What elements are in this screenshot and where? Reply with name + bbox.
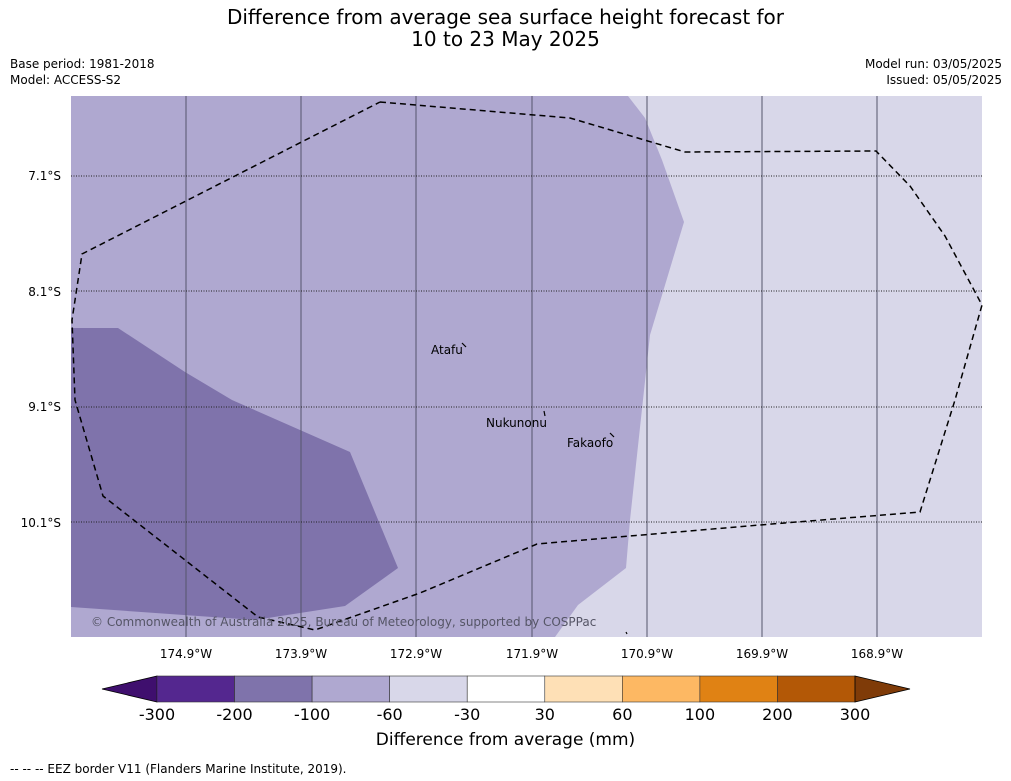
issued-date: Issued: 05/05/2025: [886, 73, 1002, 87]
latitude-labels: 7.1°S 8.1°S 9.1°S 10.1°S: [21, 169, 61, 530]
lon-label: 168.9°W: [851, 647, 903, 661]
colorbar-label: Difference from average (mm): [375, 730, 636, 750]
parallel-lines: [71, 175, 982, 523]
lon-label: 171.9°W: [506, 647, 558, 661]
colorbar-tick-label: 300: [840, 705, 871, 724]
nukunonu-atoll: [543, 410, 546, 417]
colorbar-segment: [389, 675, 468, 703]
colorbar-segment: [699, 675, 778, 703]
colorbar-tick-label: 30: [535, 705, 555, 724]
dark-anomaly-area: [71, 328, 398, 620]
colorbar-tick-label: 200: [762, 705, 793, 724]
lon-label: 173.9°W: [275, 647, 327, 661]
colorbar-extend-low: [101, 675, 158, 703]
colorbar-extend-high: [854, 675, 911, 703]
lon-label: 169.9°W: [736, 647, 788, 661]
colorbar-segment: [234, 675, 313, 703]
meta-right: Model run: 03/05/2025 Issued: 05/05/2025: [865, 56, 1002, 88]
colorbar-segment: [156, 675, 235, 703]
title-line-2: 10 to 23 May 2025: [411, 27, 600, 51]
lat-label: 7.1°S: [28, 169, 61, 183]
meridian-lines: [185, 96, 878, 637]
colorbar-tick-label: 60: [612, 705, 632, 724]
model-name: Model: ACCESS-S2: [10, 73, 122, 87]
colorbar-tick-label: -30: [454, 705, 480, 724]
place-label-nukunonu: Nukunonu: [486, 416, 547, 430]
place-label-atafu: Atafu: [431, 343, 463, 357]
forecast-map: Atafu Nukunonu Fakaofo © Commonwealth of…: [21, 96, 983, 724]
lat-label: 9.1°S: [28, 400, 61, 414]
base-period: Base period: 1981-2018: [10, 57, 155, 71]
island-mark: [625, 631, 628, 635]
eez-footnote: -- -- -- EEZ border V11 (Flanders Marine…: [10, 762, 347, 776]
fakaofo-atoll: [609, 432, 615, 438]
colorbar-tick-label: -60: [377, 705, 403, 724]
colorbar-tick-label: 100: [685, 705, 716, 724]
colorbar-segment: [544, 675, 623, 703]
colorbar-segment: [466, 675, 546, 703]
meta-left: Base period: 1981-2018 Model: ACCESS-S2: [10, 56, 155, 88]
colorbar-tick-label: -100: [294, 705, 330, 724]
copyright-credit: © Commonwealth of Australia 2025, Bureau…: [91, 615, 596, 629]
eez-border: [71, 101, 983, 631]
colorbar-tick-label: -200: [216, 705, 252, 724]
colorbar-segment: [311, 675, 390, 703]
title-line-1: Difference from average sea surface heig…: [226, 5, 785, 29]
colorbar-tick-label: -300: [139, 705, 175, 724]
longitude-labels: 174.9°W 173.9°W 172.9°W 171.9°W 170.9°W …: [160, 647, 903, 661]
lat-label: 10.1°S: [21, 516, 61, 530]
colorbar-segment: [777, 675, 856, 703]
lon-label: 172.9°W: [390, 647, 442, 661]
place-label-fakaofo: Fakaofo: [567, 436, 613, 450]
lon-label: 174.9°W: [160, 647, 212, 661]
colorbar: -300 -200 -100 -60 -30 30 60 100 200 300: [101, 675, 911, 724]
map-title: Difference from average sea surface heig…: [0, 6, 1011, 50]
atafu-atoll: [461, 342, 467, 348]
lat-label: 8.1°S: [28, 285, 61, 299]
colorbar-segment: [622, 675, 701, 703]
model-run: Model run: 03/05/2025: [864, 57, 1002, 71]
lon-label: 170.9°W: [621, 647, 673, 661]
